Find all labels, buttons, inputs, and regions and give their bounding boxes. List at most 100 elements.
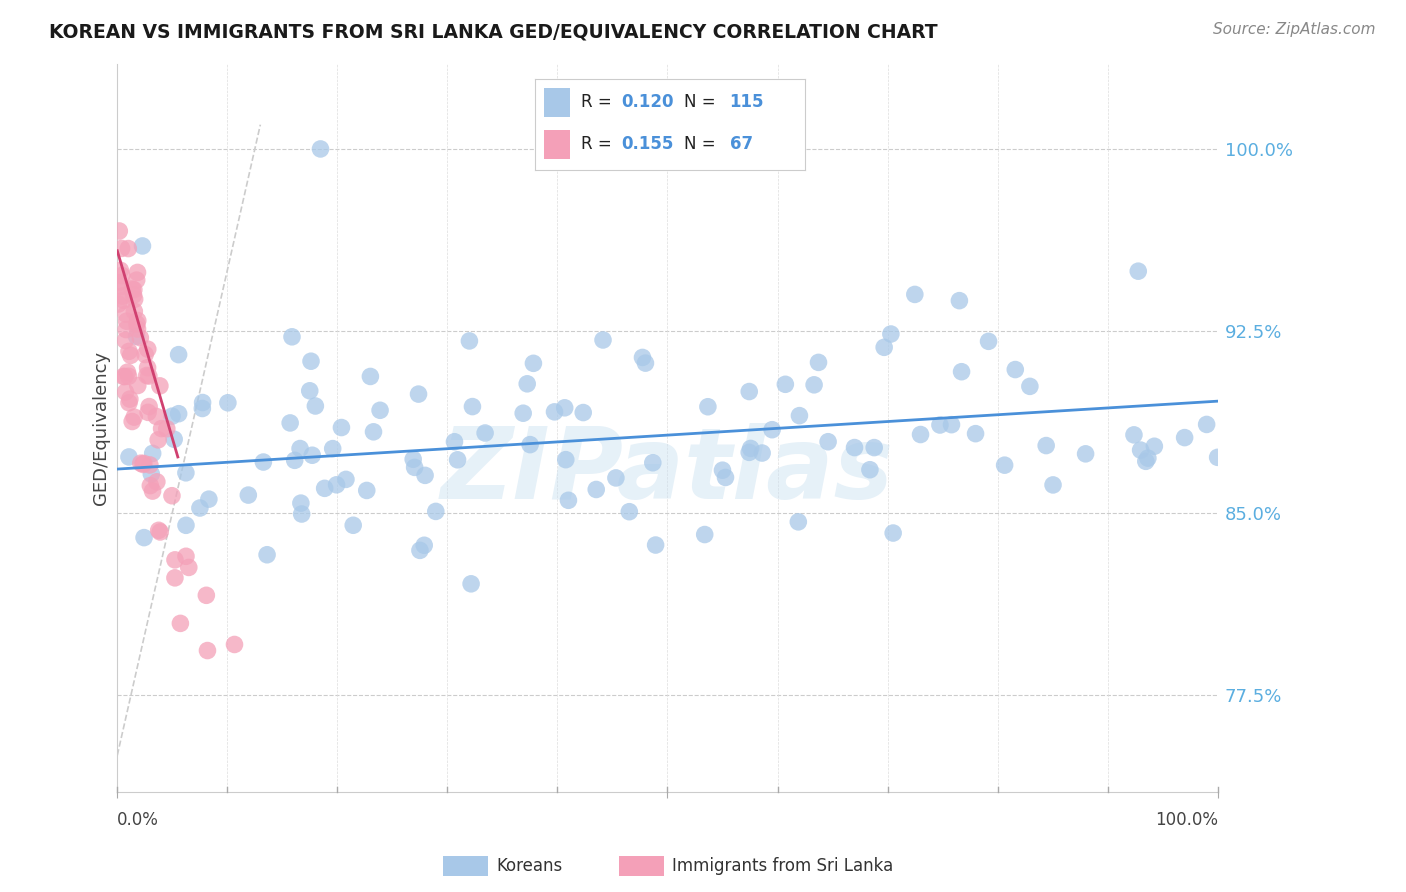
Point <box>789 409 811 423</box>
Point <box>134 347 156 361</box>
Point <box>136 405 159 419</box>
Point <box>803 377 825 392</box>
Y-axis label: GED/Equivalency: GED/Equivalency <box>93 351 110 505</box>
Point <box>873 340 896 354</box>
Text: ZIPatlas: ZIPatlas <box>441 423 894 520</box>
Point <box>322 442 344 456</box>
Point <box>929 417 952 432</box>
Point <box>125 317 148 331</box>
Point <box>149 524 172 539</box>
Point <box>1206 450 1229 465</box>
Point <box>108 224 131 238</box>
Point <box>111 268 134 283</box>
Text: KOREAN VS IMMIGRANTS FROM SRI LANKA GED/EQUIVALENCY CORRELATION CHART: KOREAN VS IMMIGRANTS FROM SRI LANKA GED/… <box>49 22 938 41</box>
Point <box>1136 451 1159 466</box>
Point <box>409 543 432 558</box>
Text: Immigrants from Sri Lanka: Immigrants from Sri Lanka <box>672 857 893 875</box>
Point <box>356 483 378 498</box>
Point <box>787 515 810 529</box>
Point <box>516 376 538 391</box>
Point <box>149 379 172 393</box>
Point <box>124 292 146 306</box>
Point <box>711 463 734 477</box>
Point <box>363 425 385 439</box>
Point <box>404 460 426 475</box>
Point <box>342 518 364 533</box>
Point <box>460 577 482 591</box>
Point <box>112 293 135 308</box>
Point <box>174 518 197 533</box>
Point <box>443 434 465 449</box>
Point <box>114 334 136 348</box>
Point <box>557 493 579 508</box>
Point <box>1035 439 1057 453</box>
Point <box>298 384 321 398</box>
Point <box>425 504 447 518</box>
Point <box>281 330 304 344</box>
Point <box>117 369 139 384</box>
Point <box>160 409 183 424</box>
Point <box>191 401 214 416</box>
Point <box>304 399 326 413</box>
Point <box>693 527 716 541</box>
Point <box>146 433 169 447</box>
Point <box>111 289 134 303</box>
Point <box>117 365 139 379</box>
Point <box>156 422 179 436</box>
Point <box>169 616 191 631</box>
Point <box>150 421 173 435</box>
Point <box>631 351 654 365</box>
Point <box>112 369 135 384</box>
Point <box>238 488 260 502</box>
Point <box>125 273 148 287</box>
Point <box>641 456 664 470</box>
Point <box>139 478 162 492</box>
Point <box>118 396 141 410</box>
Point <box>299 354 322 368</box>
Point <box>195 588 218 602</box>
Point <box>368 403 391 417</box>
Point <box>359 369 381 384</box>
Point <box>174 466 197 480</box>
Point <box>965 426 987 441</box>
Point <box>863 441 886 455</box>
Point <box>148 524 170 538</box>
Point <box>284 453 307 467</box>
Point <box>135 368 157 383</box>
Point <box>107 297 129 311</box>
Point <box>141 467 163 481</box>
Point <box>904 287 927 301</box>
Point <box>408 387 430 401</box>
Text: Koreans: Koreans <box>496 857 562 875</box>
Point <box>413 538 436 552</box>
Point <box>121 282 143 296</box>
Point <box>122 288 145 302</box>
Point <box>817 434 839 449</box>
Point <box>110 279 132 293</box>
Point <box>950 365 973 379</box>
Point <box>605 471 627 485</box>
Point <box>461 400 484 414</box>
Point <box>138 369 160 384</box>
Point <box>278 416 301 430</box>
Point <box>136 360 159 375</box>
Point <box>198 492 221 507</box>
Point <box>114 369 136 384</box>
Point <box>129 331 152 345</box>
Text: 100.0%: 100.0% <box>1154 811 1218 829</box>
Point <box>1143 439 1166 453</box>
Point <box>290 496 312 510</box>
Point <box>108 276 131 290</box>
Point <box>1074 447 1097 461</box>
Point <box>880 326 903 341</box>
Point <box>115 307 138 321</box>
Point <box>543 405 565 419</box>
Point <box>174 549 197 564</box>
Point <box>132 531 155 545</box>
Point <box>977 334 1000 349</box>
Point <box>131 239 153 253</box>
Point <box>738 445 761 459</box>
Point <box>122 410 145 425</box>
Point <box>519 437 541 451</box>
Point <box>859 463 882 477</box>
